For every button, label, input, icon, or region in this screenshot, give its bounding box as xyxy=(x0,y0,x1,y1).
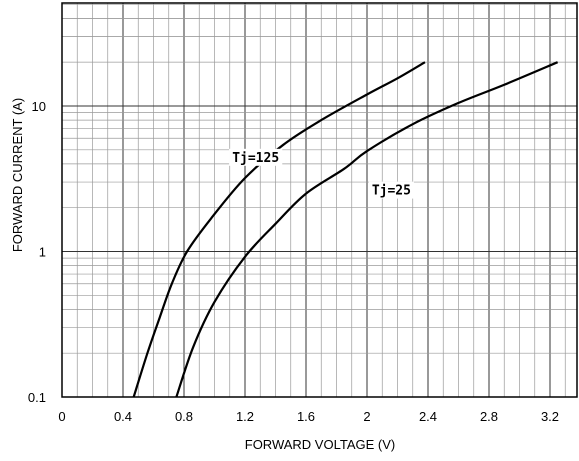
x-tick-label: 2 xyxy=(363,409,370,424)
annotation-tj25: Tj=25 xyxy=(372,184,411,199)
annotation-background xyxy=(229,148,283,166)
x-tick-label: 1.6 xyxy=(297,409,315,424)
y-tick-label: 1 xyxy=(39,245,46,260)
annotation-tj125: Tj=125 xyxy=(232,151,279,166)
series-layer xyxy=(132,61,559,398)
y-tick-label: 0.1 xyxy=(28,390,46,405)
x-tick-label: 2.8 xyxy=(480,409,498,424)
x-axis-title: FORWARD VOLTAGE (V) xyxy=(245,437,395,452)
x-tick-label: 0.4 xyxy=(114,409,132,424)
series-line-tj125 xyxy=(132,61,426,398)
series-line-tj25 xyxy=(175,61,559,398)
x-tick-label: 0 xyxy=(58,409,65,424)
grid xyxy=(62,3,577,398)
x-tick-label: 2.4 xyxy=(419,409,437,424)
y-tick-label: 10 xyxy=(32,99,46,114)
x-tick-label: 3.2 xyxy=(541,409,559,424)
annotation-background xyxy=(368,181,414,199)
x-tick-label: 1.2 xyxy=(236,409,254,424)
x-tick-label: 0.8 xyxy=(175,409,193,424)
y-axis-title: FORWARD CURRENT (A) xyxy=(10,98,25,252)
labels-layer: 0 0.4 0.8 1.2 1.6 2 2.4 2.8 3.2 0.1 1 10 Tj=125 Tj=25 xyxy=(28,99,559,424)
plot-border xyxy=(61,2,578,398)
